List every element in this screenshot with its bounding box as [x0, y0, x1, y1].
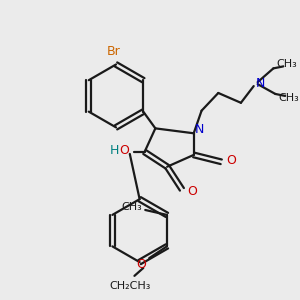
- Text: O: O: [119, 143, 129, 157]
- Text: CH₂CH₃: CH₂CH₃: [110, 281, 151, 291]
- Text: N: N: [256, 76, 265, 90]
- Text: CH₃: CH₃: [121, 202, 142, 212]
- Text: CH₃: CH₃: [277, 59, 298, 70]
- Text: H: H: [110, 143, 119, 157]
- Text: Br: Br: [107, 45, 121, 58]
- Text: O: O: [226, 154, 236, 167]
- Text: O: O: [187, 185, 197, 198]
- Text: CH₃: CH₃: [279, 93, 299, 103]
- Text: N: N: [195, 123, 204, 136]
- Text: O: O: [136, 258, 146, 271]
